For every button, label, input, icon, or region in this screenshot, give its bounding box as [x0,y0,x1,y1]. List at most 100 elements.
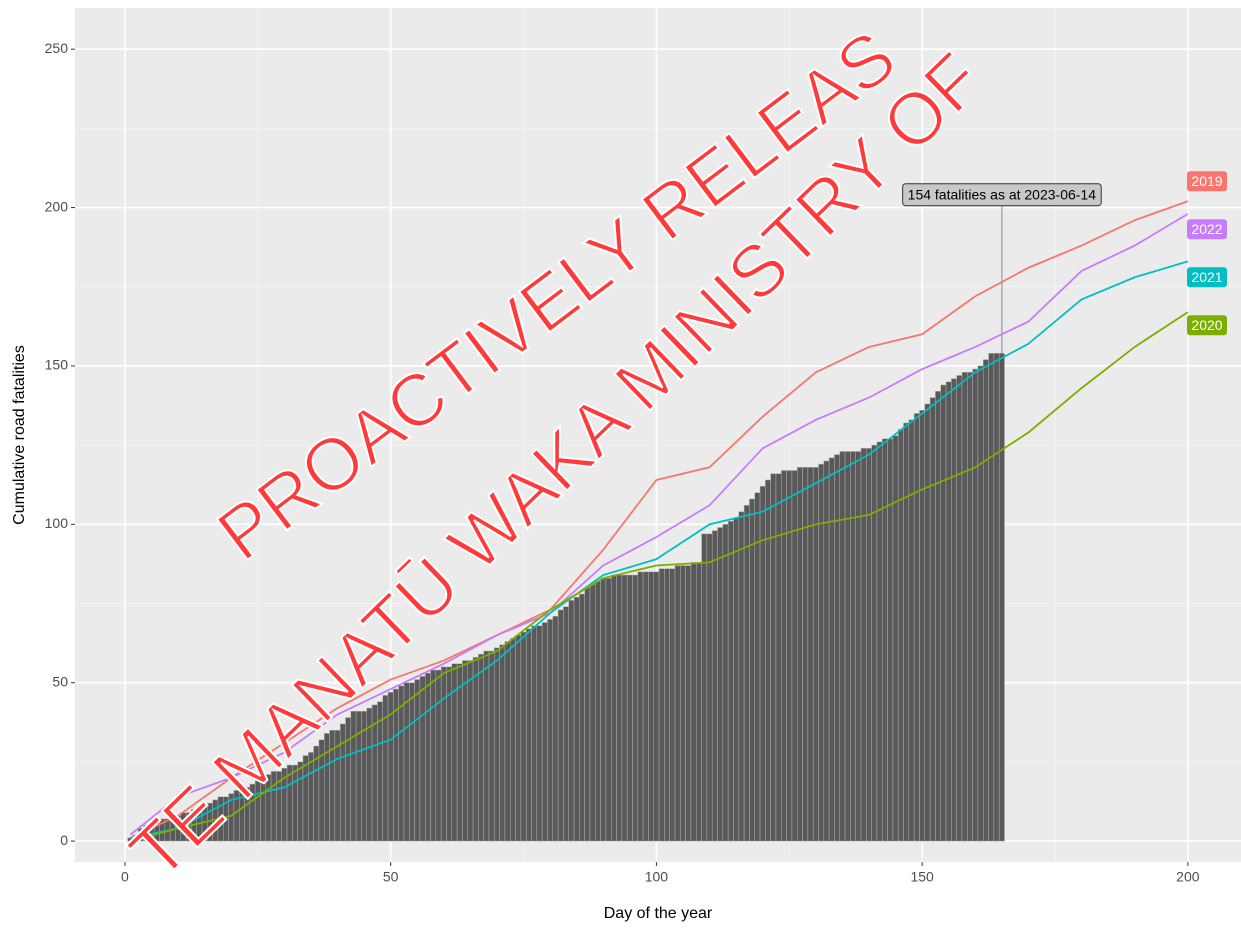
bar [892,435,899,842]
bar [924,403,931,842]
bar [632,574,639,842]
bar [908,419,915,842]
y-tick-label: 0 [60,832,68,848]
bar [887,438,894,842]
bar [664,568,670,842]
annotation-box [902,183,1102,207]
x-tick-label: 150 [910,869,934,885]
bar [488,650,495,842]
bar [882,438,888,842]
bar [579,593,585,842]
series-label: 2019 [1191,173,1222,189]
bar [977,365,984,842]
x-tick-label: 200 [1176,869,1200,885]
bar [680,565,686,842]
bar [956,375,963,842]
bar [637,571,644,842]
bar [998,353,1005,842]
bar [478,653,484,842]
bar [355,710,362,842]
y-tick-label: 150 [45,357,69,373]
bar [765,479,771,842]
x-tick-label: 50 [383,869,399,885]
bar [701,533,708,842]
line [129,213,1189,836]
series-label-box [1187,315,1227,336]
bar [345,717,352,842]
bar [297,761,304,842]
bar [669,568,676,842]
bar [419,676,426,842]
bar [706,533,713,842]
bar [658,568,665,842]
bar [850,451,856,842]
bar [653,571,660,842]
bar [515,634,522,842]
bar [866,448,872,842]
bar [972,368,979,842]
series-label-box [1187,171,1227,192]
bar [775,473,782,842]
bar [456,663,463,842]
bar [536,625,543,842]
bar [472,657,479,842]
bar [855,451,862,842]
bar [967,372,973,842]
bar [499,644,506,842]
bar [770,473,777,842]
line [129,200,1189,839]
bar [323,733,330,842]
bar [642,571,649,842]
bar [547,619,554,842]
bar [398,685,405,842]
bar [557,609,564,842]
bar [414,679,421,842]
bar [839,451,846,842]
bar [467,660,474,842]
bar [648,571,654,842]
bar [525,628,532,842]
bar [733,517,740,842]
bar [722,524,729,842]
bar [616,574,623,842]
bar [743,505,750,842]
bar [988,353,995,842]
bar [435,669,442,842]
bar [786,470,793,842]
bar [913,413,920,842]
bar [510,638,516,842]
bar [871,444,878,842]
bar [818,463,825,842]
bar [982,359,989,842]
bar [802,467,809,842]
y-axis-title: Cumulative road fatalities [11,345,28,525]
bar [791,470,798,842]
bar [483,650,490,842]
bar [302,755,309,842]
bar [807,467,814,842]
x-tick-label: 100 [645,869,669,885]
bar [828,457,835,842]
bar [738,511,745,842]
bar [844,451,851,842]
bar [494,647,500,842]
bar [541,622,548,842]
bar [568,600,575,842]
series-label-box [1187,219,1227,240]
bar [520,631,527,842]
bar [621,574,628,842]
bar [749,498,755,842]
bar [329,729,336,842]
bar [823,460,830,842]
bar [754,492,761,842]
bar [409,682,415,842]
x-tick-label: 0 [121,869,129,885]
bar [595,581,601,842]
bar [504,641,511,842]
bar [951,378,957,842]
bar [626,574,633,842]
bar [350,710,357,842]
bar [563,606,569,842]
series-label: 2022 [1191,221,1222,237]
